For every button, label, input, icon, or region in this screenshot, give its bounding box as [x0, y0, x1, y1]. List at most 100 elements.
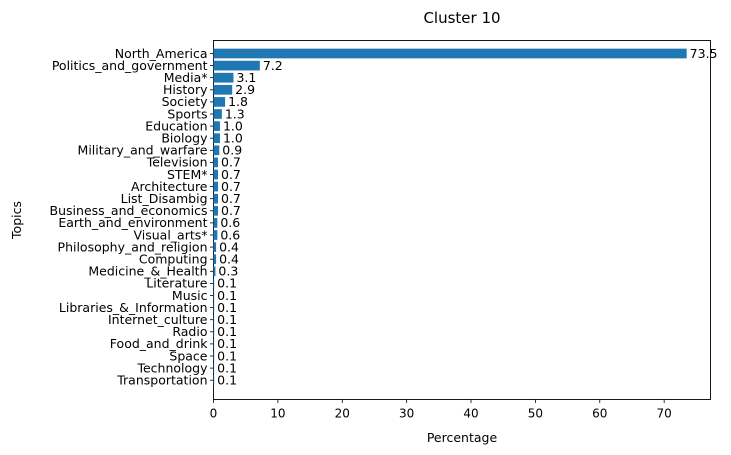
bar-value-label: 0.1	[217, 312, 237, 327]
x-axis: 0 10 20 30 40 50 60 70	[210, 399, 672, 421]
y-tick-label: Television	[146, 155, 208, 170]
bar	[213, 97, 226, 107]
bar-value-label: 0.3	[218, 264, 238, 279]
y-tick-label: History	[163, 82, 208, 97]
bar	[213, 48, 687, 59]
bar	[213, 121, 220, 131]
bar	[213, 109, 222, 119]
bar-value-label: 1.3	[225, 106, 245, 121]
value-labels-group: 73.57.23.12.91.81.31.01.00.90.70.70.70.7…	[217, 46, 717, 388]
y-tick-label: STEM*	[167, 167, 208, 182]
bar	[213, 72, 234, 83]
y-axis-label: Topics	[9, 201, 24, 240]
bar	[213, 266, 216, 277]
y-tick-label: Society	[162, 94, 209, 109]
bar-value-label: 0.1	[217, 276, 237, 291]
y-tick-label: Visual_arts*	[133, 227, 207, 242]
bar-value-label: 0.7	[221, 179, 241, 194]
y-tick-label: Libraries_&_Information	[59, 300, 208, 315]
bar	[213, 278, 215, 289]
y-tick-label: North_America	[115, 46, 208, 61]
x-axis-label: Percentage	[427, 430, 498, 445]
bar	[213, 302, 215, 313]
x-tick-label: 30	[399, 407, 414, 421]
bar	[213, 363, 215, 373]
y-tick-label: Computing	[139, 252, 208, 267]
y-tick-label: Politics_and_government	[52, 58, 208, 73]
bar-value-label: 0.1	[217, 300, 237, 315]
y-tick-label: Transportation	[116, 373, 207, 388]
y-tick-label: Earth_and_environment	[58, 215, 207, 230]
bar	[213, 157, 219, 168]
bar	[213, 375, 215, 386]
bar	[213, 218, 218, 228]
bar-value-label: 0.7	[221, 191, 241, 206]
bar-value-label: 0.1	[217, 360, 237, 375]
bar-value-label: 0.1	[217, 336, 237, 351]
bar	[213, 351, 215, 361]
bar	[213, 242, 217, 252]
bar	[213, 339, 215, 349]
y-tick-label: Technology	[136, 360, 208, 375]
x-tick-label: 70	[657, 407, 672, 421]
bars-group	[213, 48, 687, 386]
plot-area-frame	[213, 40, 711, 400]
bar-value-label: 0.4	[219, 239, 239, 254]
bar	[213, 230, 218, 240]
bar-value-label: 73.5	[690, 46, 718, 61]
bar-value-label: 0.7	[221, 203, 241, 218]
bar-value-label: 0.7	[221, 167, 241, 182]
bar	[213, 314, 215, 325]
x-tick-label: 40	[463, 407, 478, 421]
bar	[213, 193, 219, 204]
bar	[213, 205, 219, 216]
y-axis: North_AmericaPolitics_and_governmentMedi…	[50, 46, 214, 388]
y-tick-label: Internet_culture	[108, 312, 208, 327]
y-tick-label: Sports	[167, 106, 207, 121]
bar	[213, 326, 215, 337]
bar-value-label: 0.6	[220, 215, 240, 230]
bar-value-label: 0.4	[219, 252, 239, 267]
bar	[213, 145, 220, 156]
x-tick-label: 60	[592, 407, 607, 421]
bar-value-label: 3.1	[236, 70, 256, 85]
bar-value-label: 0.1	[217, 373, 237, 388]
y-tick-label: Business_and_economics	[50, 203, 208, 218]
y-tick-label: Literature	[146, 276, 208, 291]
bar-value-label: 0.6	[220, 227, 240, 242]
bar-value-label: 2.9	[235, 82, 255, 97]
x-tick-label: 0	[210, 407, 218, 421]
bar	[213, 290, 215, 301]
bar	[213, 169, 219, 180]
y-tick-label: Philosophy_and_religion	[58, 239, 208, 254]
bar	[213, 60, 260, 71]
x-tick-label: 20	[335, 407, 350, 421]
y-tick-label: Biology	[161, 131, 208, 146]
y-tick-label: Space	[169, 348, 207, 363]
bar	[213, 133, 220, 144]
y-tick-label: Education	[145, 118, 207, 133]
y-tick-label: Media*	[164, 70, 208, 85]
bar-value-label: 0.1	[217, 288, 237, 303]
bar-value-label: 0.9	[222, 143, 242, 158]
bar-value-label: 1.8	[228, 94, 248, 109]
y-tick-label: Food_and_drink	[110, 336, 208, 351]
chart-title: Cluster 10	[423, 9, 500, 27]
y-tick-label: List_Disambig	[121, 191, 208, 206]
bar-value-label: 0.1	[217, 324, 237, 339]
y-tick-label: Military_and_warfare	[78, 143, 208, 158]
bar-value-label: 0.7	[221, 155, 241, 170]
x-tick-label: 50	[528, 407, 543, 421]
bar-value-label: 7.2	[263, 58, 283, 73]
y-tick-label: Radio	[172, 324, 207, 339]
bar-value-label: 1.0	[223, 131, 243, 146]
x-tick-label: 10	[270, 407, 285, 421]
bar	[213, 84, 233, 95]
bar-value-label: 1.0	[223, 118, 243, 133]
y-tick-label: Medicine_&_Health	[88, 264, 207, 279]
bar	[213, 254, 217, 265]
bar-value-label: 0.1	[217, 348, 237, 363]
y-tick-label: Architecture	[131, 179, 208, 194]
y-tick-label: Music	[172, 288, 208, 303]
